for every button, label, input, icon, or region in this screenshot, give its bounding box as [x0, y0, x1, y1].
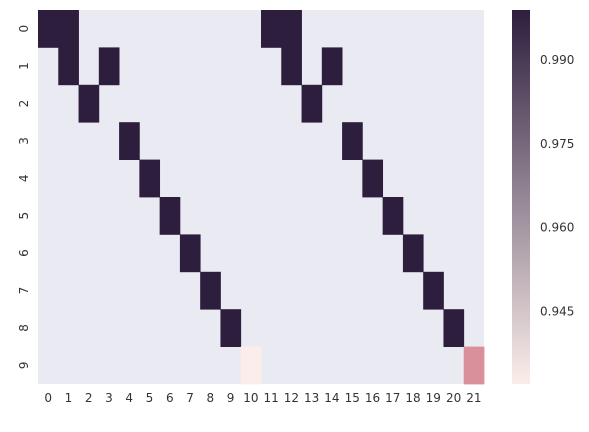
heatmap-cells — [38, 10, 485, 385]
x-tick-label: 16 — [365, 391, 380, 405]
heatmap-cell — [38, 10, 59, 48]
y-tick-label: 0 — [17, 25, 31, 33]
colorbar-tick-label: 0.945 — [540, 304, 574, 318]
x-tick-label: 1 — [65, 391, 73, 405]
x-axis-ticks: 0 1 2 3 4 5 6 7 8 9 10 11 12 13 14 15 16 17 18 19 20 21 — [44, 391, 481, 405]
heatmap-cell — [301, 84, 323, 123]
colorbar-tick-label: 0.975 — [540, 137, 574, 151]
heatmap-cell — [58, 47, 79, 86]
x-tick-label: 7 — [186, 391, 194, 405]
y-tick-label: 2 — [17, 100, 31, 108]
x-tick-label: 9 — [227, 391, 235, 405]
x-tick-label: 12 — [284, 391, 299, 405]
x-tick-label: 21 — [466, 391, 481, 405]
heatmap-cell — [423, 271, 444, 310]
x-tick-label: 14 — [324, 391, 339, 405]
heatmap-cell — [281, 10, 302, 48]
x-tick-label: 19 — [426, 391, 441, 405]
heatmap-cell — [342, 122, 363, 160]
x-tick-label: 3 — [105, 391, 113, 405]
colorbar-tick-label: 0.990 — [540, 53, 574, 67]
y-tick-label: 3 — [17, 137, 31, 145]
y-tick-label: 1 — [17, 62, 31, 70]
y-tick-label: 9 — [17, 361, 31, 369]
x-tick-label: 5 — [146, 391, 154, 405]
heatmap-cell — [179, 234, 201, 273]
x-tick-label: 0 — [44, 391, 52, 405]
heatmap-cell — [261, 10, 282, 48]
heatmap-cell — [159, 197, 181, 235]
heatmap-cell — [321, 47, 343, 86]
y-axis-ticks: 0 1 2 3 4 5 6 7 8 9 — [17, 25, 31, 369]
x-tick-label: 13 — [304, 391, 319, 405]
heatmap-cell — [78, 84, 100, 123]
heatmap-cell — [98, 47, 120, 86]
x-tick-label: 17 — [385, 391, 400, 405]
x-tick-label: 8 — [206, 391, 214, 405]
heatmap-cell — [58, 10, 79, 48]
y-tick-label: 4 — [17, 174, 31, 182]
x-tick-label: 11 — [263, 391, 278, 405]
colorbar-ticks: 0.990 0.975 0.960 0.945 — [540, 53, 574, 318]
colorbar-tick-label: 0.960 — [540, 221, 574, 235]
x-tick-label: 18 — [405, 391, 420, 405]
heatmap-cell — [240, 346, 262, 385]
heatmap-cell — [362, 159, 384, 198]
x-tick-label: 15 — [345, 391, 360, 405]
x-tick-label: 6 — [166, 391, 174, 405]
x-tick-label: 4 — [125, 391, 133, 405]
heatmap-cell — [382, 197, 404, 235]
colorbar — [512, 10, 530, 384]
heatmap-cell — [139, 159, 161, 198]
heatmap-cell — [200, 271, 221, 310]
heatmap-cell — [220, 309, 242, 347]
x-tick-label: 10 — [243, 391, 258, 405]
x-tick-label: 2 — [85, 391, 93, 405]
heatmap-cell — [402, 234, 424, 273]
heatmap-cell — [463, 346, 485, 385]
y-tick-label: 7 — [17, 287, 31, 295]
heatmap-cell — [443, 309, 465, 347]
heatmap-cell — [281, 47, 302, 86]
y-tick-label: 6 — [17, 249, 31, 257]
heatmap-cell — [119, 122, 140, 160]
y-tick-label: 5 — [17, 212, 31, 220]
y-tick-label: 8 — [17, 324, 31, 332]
x-tick-label: 20 — [446, 391, 461, 405]
